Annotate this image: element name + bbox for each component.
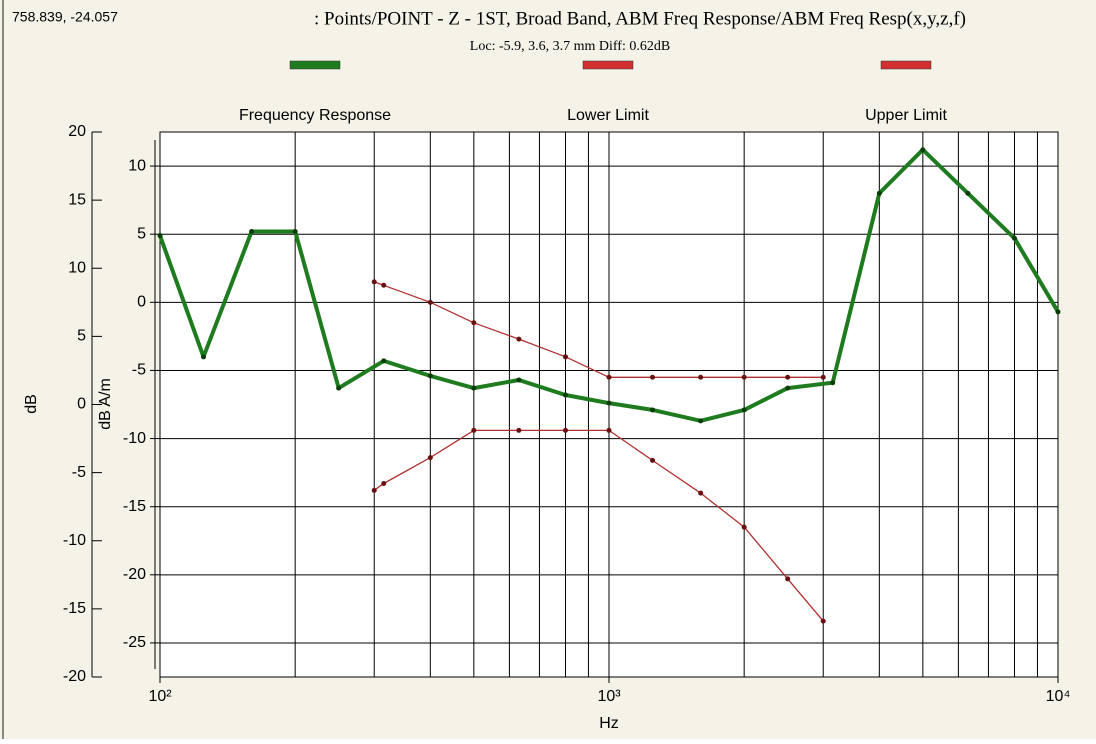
legend-swatch <box>880 60 932 70</box>
data-point <box>371 487 377 493</box>
data-point <box>1055 309 1061 315</box>
data-point <box>606 400 612 406</box>
y2-axis-label: dB <box>23 394 40 414</box>
data-point <box>516 336 522 342</box>
data-point <box>471 385 477 391</box>
y2-tick-label: 5 <box>77 328 86 345</box>
data-point <box>820 374 826 380</box>
legend-label: Lower Limit <box>567 107 649 124</box>
data-point <box>606 427 612 433</box>
legend-swatch <box>582 60 634 70</box>
data-point <box>516 377 522 383</box>
y-tick-label: -25 <box>123 634 146 651</box>
x-tick-label: 10⁴ <box>1046 688 1071 705</box>
data-point <box>741 407 747 413</box>
x-axis-label: Hz <box>599 715 619 732</box>
data-point <box>650 407 656 413</box>
chart-title: : Points/POINT - Z - 1ST, Broad Band, AB… <box>314 8 966 29</box>
data-point <box>381 358 387 364</box>
data-point <box>876 190 882 196</box>
data-point <box>785 385 791 391</box>
data-point <box>336 385 342 391</box>
y2-tick-label: -15 <box>63 600 86 617</box>
y-tick-label: -5 <box>132 362 146 379</box>
data-point <box>741 524 747 530</box>
data-point <box>741 374 747 380</box>
data-point <box>562 354 568 360</box>
data-point <box>650 457 656 463</box>
data-point <box>381 481 387 487</box>
data-point <box>698 374 704 380</box>
data-point <box>516 427 522 433</box>
y2-tick-label: -10 <box>63 532 86 549</box>
data-point <box>562 392 568 398</box>
y2-tick-label: 0 <box>77 396 86 413</box>
y-axis-label: dB A/m <box>97 378 114 430</box>
data-point <box>471 320 477 326</box>
data-point <box>830 380 836 386</box>
data-point <box>650 374 656 380</box>
data-point <box>381 282 387 288</box>
y-tick-label: 10 <box>128 157 146 174</box>
series-line <box>373 281 824 378</box>
data-point <box>427 299 433 305</box>
y-tick-label: 5 <box>137 225 146 242</box>
data-point <box>698 490 704 496</box>
data-point <box>606 374 612 380</box>
y2-tick-label: 10 <box>68 259 86 276</box>
x-tick-label: 10³ <box>597 688 621 705</box>
data-point <box>820 618 826 624</box>
data-point <box>1011 235 1017 241</box>
legend-label: Upper Limit <box>865 107 947 124</box>
y2-tick-label: -5 <box>72 464 86 481</box>
chart-subtitle: Loc: -5.9, 3.6, 3.7 mm Diff: 0.62dB <box>470 39 670 54</box>
y2-tick-label: 20 <box>68 123 86 140</box>
data-point <box>427 373 433 379</box>
cursor-readout: 758.839, -24.057 <box>12 9 118 25</box>
data-point <box>427 455 433 461</box>
data-point <box>920 147 926 153</box>
data-point <box>562 427 568 433</box>
series-line <box>373 429 824 622</box>
y2-tick-label: 15 <box>68 191 86 208</box>
data-point <box>471 427 477 433</box>
data-point <box>157 233 163 239</box>
data-point <box>249 228 255 234</box>
y-tick-label: 0 <box>137 294 146 311</box>
data-point <box>201 354 207 360</box>
data-point <box>785 374 791 380</box>
y-tick-label: -20 <box>123 566 146 583</box>
data-point <box>965 190 971 196</box>
y2-tick-label: -20 <box>63 668 86 685</box>
y-tick-label: -10 <box>123 430 146 447</box>
data-point <box>371 279 377 285</box>
x-tick-label: 10² <box>148 688 172 705</box>
data-point <box>292 228 298 234</box>
legend-swatch <box>289 60 341 70</box>
data-point <box>698 418 704 424</box>
data-point <box>785 576 791 582</box>
y-tick-label: -15 <box>123 498 146 515</box>
legend-label: Frequency Response <box>239 107 391 124</box>
